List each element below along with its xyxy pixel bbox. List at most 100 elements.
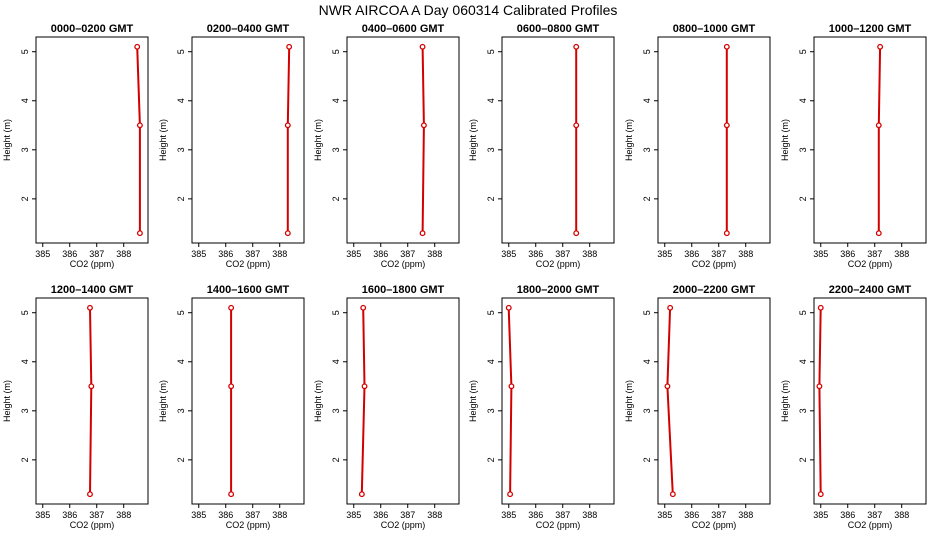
x-tick-label: 388 <box>894 249 909 259</box>
y-tick-label: 3 <box>798 408 808 413</box>
x-axis-label: CO2 (ppm) <box>226 259 271 269</box>
y-tick-label: 2 <box>176 196 186 201</box>
data-point <box>508 383 515 390</box>
y-axis-label: Height (m) <box>624 119 634 161</box>
panel-title: 0800–1000 GMT <box>673 23 756 35</box>
y-tick-label: 2 <box>642 457 652 462</box>
data-point <box>134 43 141 50</box>
x-tick-label: 388 <box>272 249 287 259</box>
profile-line <box>818 307 822 495</box>
x-axis-label: CO2 (ppm) <box>848 520 893 530</box>
y-axis-label: Height (m) <box>313 380 323 422</box>
data-point <box>573 43 580 50</box>
plot-frame <box>657 297 771 505</box>
y-tick-label: 4 <box>486 98 496 103</box>
x-tick-label: 388 <box>427 249 442 259</box>
x-axis-label: CO2 (ppm) <box>226 520 271 530</box>
y-tick-label: 2 <box>176 457 186 462</box>
y-tick-label: 5 <box>20 310 30 315</box>
x-tick-label: 386 <box>528 249 543 259</box>
data-point <box>419 43 426 50</box>
y-tick-label: 4 <box>20 98 30 103</box>
y-tick-label: 4 <box>798 98 808 103</box>
plot-frame <box>35 36 149 244</box>
panel-title: 2000–2200 GMT <box>673 284 756 296</box>
x-tick-label: 385 <box>657 249 672 259</box>
x-tick-label: 386 <box>684 510 699 520</box>
y-tick-label: 3 <box>20 147 30 152</box>
y-axis-label: Height (m) <box>158 380 168 422</box>
profile-line <box>666 307 674 495</box>
panel-title: 1400–1600 GMT <box>207 284 290 296</box>
x-tick-label: 388 <box>116 510 131 520</box>
x-tick-label: 387 <box>245 249 260 259</box>
data-point <box>88 383 95 390</box>
data-point <box>664 383 671 390</box>
x-axis-label: CO2 (ppm) <box>848 259 893 269</box>
y-tick-label: 3 <box>486 408 496 413</box>
y-tick-label: 4 <box>20 359 30 364</box>
profile-line <box>360 307 366 495</box>
y-tick-label: 5 <box>798 310 808 315</box>
data-point <box>877 43 884 50</box>
panel-title: 1000–1200 GMT <box>829 23 912 35</box>
y-tick-label: 4 <box>176 98 186 103</box>
y-tick-label: 5 <box>20 49 30 54</box>
x-axis-label: CO2 (ppm) <box>381 259 426 269</box>
y-axis-label: Height (m) <box>780 119 790 161</box>
profile-line <box>136 46 141 234</box>
panel-title: 0600–0800 GMT <box>517 23 600 35</box>
y-axis-label: Height (m) <box>468 380 478 422</box>
data-point <box>284 122 291 129</box>
y-tick-label: 5 <box>486 310 496 315</box>
x-tick-label: 387 <box>711 510 726 520</box>
y-axis-label: Height (m) <box>780 380 790 422</box>
y-tick-label: 2 <box>486 457 496 462</box>
y-axis-label: Height (m) <box>2 380 12 422</box>
plot-frame <box>813 297 927 505</box>
x-axis-label: CO2 (ppm) <box>70 259 115 269</box>
y-tick-label: 4 <box>642 98 652 103</box>
y-tick-label: 2 <box>486 196 496 201</box>
data-point <box>358 491 365 498</box>
x-tick-label: 388 <box>738 249 753 259</box>
y-tick-label: 5 <box>486 49 496 54</box>
y-tick-label: 4 <box>176 359 186 364</box>
x-tick-label: 385 <box>191 510 206 520</box>
y-tick-label: 4 <box>642 359 652 364</box>
panel-title: 0400–0600 GMT <box>362 23 445 35</box>
y-tick-label: 3 <box>486 147 496 152</box>
x-tick-label: 387 <box>89 249 104 259</box>
x-tick-label: 385 <box>813 249 828 259</box>
x-tick-label: 386 <box>684 249 699 259</box>
plot-frame <box>35 297 149 505</box>
x-axis-label: CO2 (ppm) <box>381 520 426 530</box>
data-point <box>420 122 427 129</box>
data-point <box>419 230 426 237</box>
data-point <box>136 122 143 129</box>
y-tick-label: 2 <box>20 457 30 462</box>
y-tick-label: 2 <box>331 457 341 462</box>
profile-line <box>286 46 291 234</box>
profile-line <box>421 46 425 234</box>
x-tick-label: 388 <box>116 249 131 259</box>
data-point <box>669 491 676 498</box>
x-axis-label: CO2 (ppm) <box>70 520 115 530</box>
y-tick-label: 5 <box>798 49 808 54</box>
plot-frame <box>501 36 615 244</box>
x-tick-label: 386 <box>373 249 388 259</box>
y-axis-label: Height (m) <box>2 119 12 161</box>
y-tick-label: 3 <box>331 147 341 152</box>
x-tick-label: 385 <box>35 510 50 520</box>
y-tick-label: 5 <box>176 49 186 54</box>
y-tick-label: 3 <box>642 147 652 152</box>
x-tick-label: 387 <box>711 249 726 259</box>
y-tick-label: 3 <box>176 408 186 413</box>
plot-frame <box>191 36 305 244</box>
y-tick-label: 5 <box>331 310 341 315</box>
x-tick-label: 388 <box>894 510 909 520</box>
x-tick-label: 386 <box>218 249 233 259</box>
x-axis-label: CO2 (ppm) <box>536 259 581 269</box>
y-tick-label: 3 <box>20 408 30 413</box>
